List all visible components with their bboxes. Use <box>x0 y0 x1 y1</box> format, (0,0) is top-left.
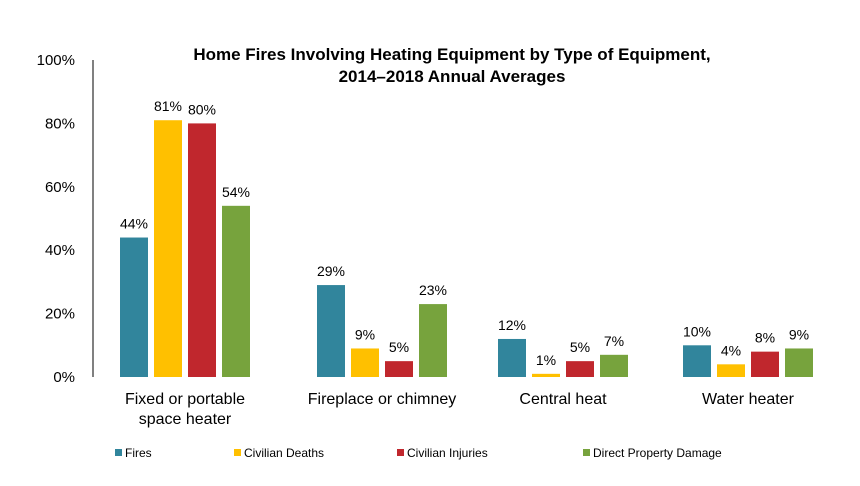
bar <box>154 120 182 377</box>
legend: Fires Civilian Deaths Civilian Injuries Dir… <box>115 446 722 460</box>
data-label: 10% <box>683 323 711 339</box>
category-label: space heater <box>139 411 232 428</box>
bar <box>351 348 379 377</box>
data-labels: 44% 29% 12% 10% 81% 9% 1% 4% 80% 5% 5% 8% 54% 23% 7% 9% <box>120 98 809 368</box>
data-label: 54% <box>222 184 250 200</box>
bar <box>317 285 345 377</box>
bar <box>566 361 594 377</box>
legend-label: Civilian Injuries <box>407 446 488 460</box>
data-label: 5% <box>570 339 590 355</box>
category-labels: Fixed or portable space heater Fireplace o… <box>125 391 795 428</box>
legend-label: Fires <box>125 446 152 460</box>
data-label: 12% <box>498 317 526 333</box>
bar <box>385 361 413 377</box>
y-axis: 0% 20% 40% 60% 80% 100% <box>37 52 94 386</box>
category-label: Fireplace or chimney <box>308 391 457 408</box>
bar <box>785 348 813 377</box>
data-label: 80% <box>188 101 216 117</box>
data-label: 7% <box>604 333 624 349</box>
data-label: 9% <box>355 326 375 342</box>
data-label: 1% <box>536 352 556 368</box>
bar <box>222 205 250 377</box>
category-label: Central heat <box>519 391 607 408</box>
data-label: 5% <box>389 339 409 355</box>
data-label: 23% <box>419 282 447 298</box>
y-tick-label: 100% <box>37 52 75 69</box>
bar <box>419 304 447 377</box>
legend-swatch <box>397 449 404 456</box>
legend-swatch <box>115 449 122 456</box>
data-label: 9% <box>789 326 809 342</box>
data-label: 44% <box>120 216 148 232</box>
y-tick-label: 60% <box>45 179 75 196</box>
data-label: 29% <box>317 263 345 279</box>
bar <box>188 123 216 378</box>
category-label: Water heater <box>702 391 795 408</box>
bar <box>683 345 711 377</box>
bar <box>120 237 148 377</box>
bar <box>600 354 628 377</box>
legend-swatch <box>234 449 241 456</box>
chart-title-line-1: Home Fires Involving Heating Equipment b… <box>193 45 710 64</box>
bar <box>751 351 779 377</box>
data-label: 8% <box>755 330 775 346</box>
y-tick-label: 0% <box>53 369 75 386</box>
bar <box>498 338 526 377</box>
bars <box>120 120 813 378</box>
category-label: Fixed or portable <box>125 391 245 408</box>
bar <box>532 373 560 377</box>
data-label: 81% <box>154 98 182 114</box>
legend-label: Direct Property Damage <box>593 446 722 460</box>
y-tick-label: 20% <box>45 306 75 323</box>
legend-swatch <box>583 449 590 456</box>
legend-label: Civilian Deaths <box>244 446 324 460</box>
data-label: 4% <box>721 342 741 358</box>
y-tick-label: 80% <box>45 115 75 132</box>
y-tick-label: 40% <box>45 242 75 259</box>
chart-title-line-2: 2014–2018 Annual Averages <box>339 67 566 86</box>
bar <box>717 364 745 377</box>
